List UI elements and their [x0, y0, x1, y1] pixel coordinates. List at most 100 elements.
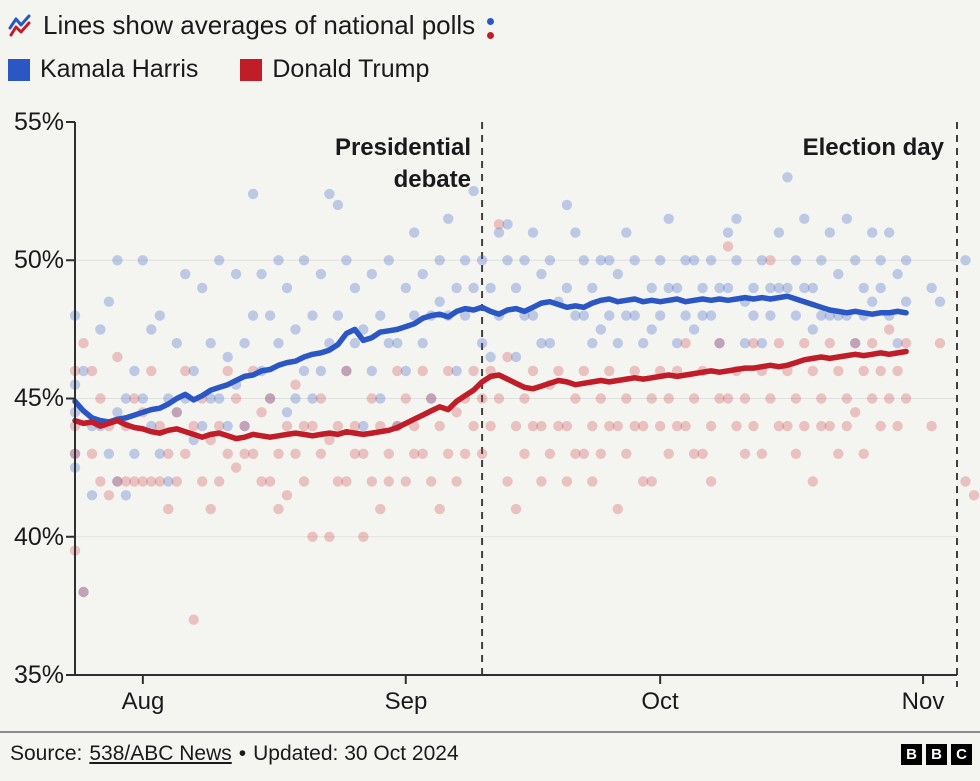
poll-dot — [519, 393, 530, 404]
poll-dot — [375, 310, 386, 321]
poll-dot — [527, 365, 539, 377]
poll-dot — [493, 227, 505, 238]
poll-dot — [476, 338, 488, 349]
poll-dot — [358, 448, 369, 459]
poll-dot — [790, 393, 802, 404]
poll-dot — [205, 393, 216, 404]
poll-dot — [205, 338, 216, 349]
poll-dot — [595, 448, 606, 459]
poll-dot — [900, 255, 912, 266]
poll-dot — [739, 393, 751, 404]
poll-dot — [188, 614, 199, 625]
poll-dot — [502, 219, 513, 230]
poll-dot — [629, 255, 640, 266]
poll-dot — [324, 531, 335, 542]
poll-dot — [129, 393, 140, 404]
poll-dot — [290, 379, 301, 390]
poll-dot — [629, 420, 640, 432]
poll-dot — [103, 296, 115, 307]
poll-dot — [773, 227, 785, 238]
poll-dot — [765, 393, 776, 404]
poll-dot — [298, 476, 310, 487]
poll-dot — [782, 172, 793, 183]
poll-dot — [680, 310, 691, 321]
poll-dot — [163, 476, 174, 487]
poll-dot — [629, 365, 640, 377]
poll-dot — [807, 324, 818, 335]
poll-dot — [621, 310, 632, 321]
poll-dot — [841, 420, 852, 432]
poll-dot — [638, 476, 649, 487]
poll-dot — [247, 448, 259, 459]
poll-dot — [612, 338, 623, 349]
chart-render-layer — [66, 121, 980, 687]
poll-dot — [349, 420, 361, 432]
poll-dot — [833, 365, 844, 377]
poll-dot — [510, 420, 522, 432]
poll-dot — [129, 365, 140, 377]
poll-dot — [171, 338, 182, 349]
poll-dot — [180, 365, 191, 377]
poll-dot — [790, 310, 802, 321]
poll-dot — [561, 199, 573, 211]
poll-dot — [273, 255, 284, 266]
chart-labels: 55% 50% 45% 40% 35% Aug Sep Oct Nov Pres… — [14, 108, 945, 715]
poll-dot — [536, 476, 547, 487]
poll-dot — [332, 420, 344, 432]
poll-dot — [510, 503, 522, 515]
poll-dot — [214, 476, 225, 487]
poll-dot — [816, 393, 827, 404]
poll-dot — [214, 393, 225, 404]
poll-dot — [298, 255, 310, 266]
average-line — [72, 348, 909, 442]
poll-dot — [604, 310, 615, 321]
poll-dot — [375, 393, 386, 404]
poll-dot — [824, 420, 835, 432]
poll-dot — [680, 338, 691, 349]
poll-dot — [799, 420, 810, 432]
source-link[interactable]: 538/ABC News — [89, 742, 232, 765]
poll-dot — [409, 448, 420, 459]
poll-dot — [358, 420, 369, 432]
poll-dot — [502, 255, 513, 266]
poll-dot — [697, 282, 708, 294]
poll-dot — [646, 393, 657, 404]
source-prefix: Source: — [10, 742, 83, 765]
poll-dot — [86, 448, 98, 459]
poll-dot — [392, 365, 403, 377]
poll-dot — [120, 476, 132, 487]
poll-dot — [799, 338, 810, 349]
poll-dot — [120, 490, 132, 501]
poll-dot — [553, 420, 564, 432]
poll-dot — [409, 310, 420, 321]
poll-dot — [264, 393, 276, 404]
poll-dot — [163, 448, 174, 459]
poll-dot — [366, 268, 377, 280]
poll-dot — [214, 420, 225, 432]
poll-dot — [290, 324, 301, 335]
poll-dot — [561, 476, 573, 487]
poll-dot — [748, 310, 759, 321]
poll-dot — [773, 420, 785, 432]
poll-dot — [434, 255, 445, 266]
poll-dot — [485, 420, 496, 432]
poll-dot — [850, 338, 861, 349]
bbc-logo-letter-3: C — [951, 743, 972, 765]
poll-dot — [578, 255, 589, 266]
poll-dot — [561, 420, 573, 432]
poll-dot — [349, 338, 361, 349]
poll-dot — [714, 282, 725, 294]
x-tick-label-aug: Aug — [122, 688, 165, 715]
election-day-annotation: Election day — [803, 134, 945, 161]
poll-dot — [281, 407, 293, 418]
poll-dot — [510, 351, 522, 363]
footer-divider — [0, 731, 980, 733]
poll-dot — [722, 282, 734, 294]
poll-dot — [451, 407, 462, 418]
poll-dot — [290, 448, 301, 459]
poll-dot — [705, 255, 717, 266]
poll-dot — [722, 393, 734, 404]
y-tick-label-55: 55% — [14, 108, 64, 136]
poll-dot — [214, 255, 225, 266]
